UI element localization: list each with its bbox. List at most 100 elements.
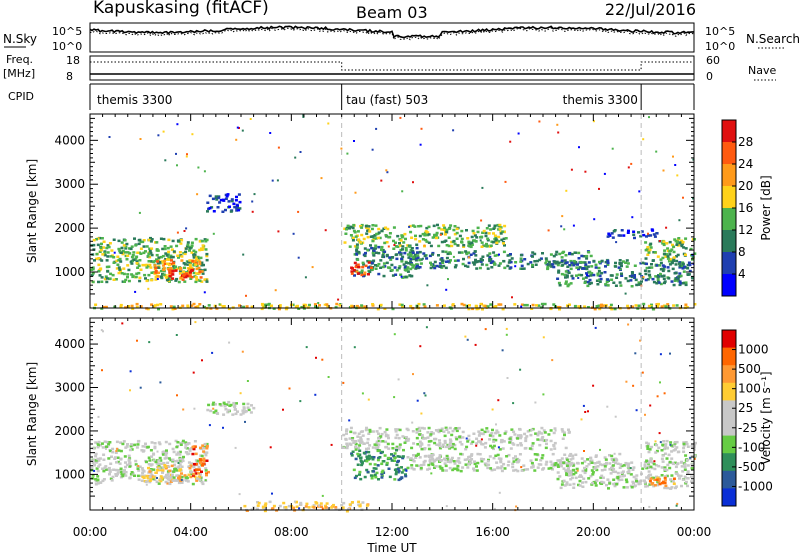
power-panel-cell xyxy=(106,251,110,254)
velocity-panel-cell xyxy=(653,484,657,487)
velocity-panel-cell xyxy=(152,476,156,479)
power-panel-cell xyxy=(409,230,413,234)
velocity-panel-cell xyxy=(663,452,667,455)
velocity-panel-cell xyxy=(105,440,109,444)
velocity-panel-cell xyxy=(559,486,563,490)
power-panel-cell xyxy=(653,251,657,254)
power-panel-cell xyxy=(460,237,464,241)
power-panel-cell xyxy=(250,305,254,309)
velocity-panel-cell xyxy=(477,434,481,437)
power-panel-y-tick-label-3: 4000 xyxy=(54,133,85,147)
velocity-panel-cell xyxy=(325,502,329,505)
power-panel-cell xyxy=(181,304,185,308)
power-panel-cell xyxy=(355,248,359,252)
power-panel-cell xyxy=(556,263,560,267)
velocity-panel-cell xyxy=(138,465,142,468)
power-panel-cell xyxy=(208,194,212,198)
velocity-panel-cell xyxy=(358,444,362,447)
velocity-panel-cell xyxy=(391,447,395,450)
velocity-panel-cell xyxy=(115,474,118,477)
velocity-panel-cell xyxy=(246,402,250,406)
velocity-panel-cell xyxy=(353,346,356,349)
power-panel-cell xyxy=(442,224,446,227)
velocity-panel-cell xyxy=(657,477,661,481)
power-panel-cell xyxy=(577,305,581,308)
power-panel-cell xyxy=(533,252,537,256)
velocity-panel-cell xyxy=(349,443,353,446)
power-panel-cell xyxy=(541,252,544,255)
velocity-panel-cell xyxy=(429,439,433,443)
power-panel-cell xyxy=(146,255,150,258)
power-panel-cell xyxy=(125,242,129,246)
power-panel-cell xyxy=(117,247,121,251)
power-panel-cell xyxy=(164,276,168,279)
velocity-panel-cell xyxy=(519,444,523,447)
velocity-panel-cell xyxy=(531,442,535,445)
power-panel-cell xyxy=(503,266,507,270)
velocity-panel-cell xyxy=(284,508,288,511)
velocity-panel-cell xyxy=(219,404,223,407)
velocity-panel-cell xyxy=(361,392,364,395)
power-panel-cell xyxy=(124,247,128,250)
velocity-panel-cell xyxy=(179,441,183,445)
power-panel-cell xyxy=(162,264,166,267)
velocity-panel-cell xyxy=(416,443,420,446)
velocity-panel-cell xyxy=(352,441,356,444)
power-panel-cell xyxy=(323,303,326,306)
velocity-panel-cell xyxy=(631,480,635,484)
velocity-panel-cell xyxy=(438,446,442,450)
velocity-panel-cell xyxy=(145,460,148,464)
power-panel-cell xyxy=(176,123,179,126)
power-panel-cell xyxy=(384,234,388,237)
velocity-panel-cell xyxy=(467,462,471,465)
velocity-panel-cell xyxy=(584,469,588,473)
velocity-panel-cell xyxy=(365,455,369,458)
velocity-panel-cell xyxy=(627,323,630,326)
power-panel-cell xyxy=(237,208,241,212)
power-panel-cell xyxy=(198,303,202,306)
power-panel-cell xyxy=(157,271,160,274)
power-panel-cell xyxy=(585,272,588,275)
power-panel-cell xyxy=(618,261,622,265)
power-panel-cell xyxy=(525,303,529,307)
velocity-panel-cell xyxy=(166,461,170,465)
velocity-panel-cell xyxy=(436,429,440,433)
power-panel-cell xyxy=(235,206,239,210)
velocity-panel-cell xyxy=(121,442,125,446)
velocity-panel-cell xyxy=(272,504,276,508)
velocity-panel-cell xyxy=(619,463,623,466)
power-panel-cell xyxy=(154,266,158,270)
power-panel-cell xyxy=(467,251,471,254)
velocity-panel-cell xyxy=(233,405,237,408)
power-panel-cell xyxy=(627,166,630,169)
power-panel-cell xyxy=(143,263,147,267)
power-panel-cell xyxy=(440,240,444,244)
velocity-panel-cell xyxy=(614,470,618,474)
velocity-panel-cell xyxy=(122,473,126,476)
velocity-panel-cell xyxy=(397,378,400,381)
cpid-label: CPID xyxy=(8,90,34,103)
station-title: Kapuskasing (fitACF) xyxy=(93,0,269,18)
power-panel-cell xyxy=(127,279,131,283)
power-panel-cell xyxy=(460,241,464,244)
velocity-panel-cell xyxy=(591,471,595,474)
power-panel-cell xyxy=(437,254,440,257)
power-panel-cell xyxy=(375,127,378,130)
velocity-panel-cell xyxy=(466,466,470,469)
power-panel-cell xyxy=(442,264,446,268)
power-colorbar-tick-label-4: 12 xyxy=(738,223,753,237)
velocity-panel-cell xyxy=(208,424,211,427)
velocity-panel-cell xyxy=(508,437,512,440)
power-panel-cell xyxy=(540,302,544,306)
velocity-panel-cell xyxy=(97,465,101,468)
power-panel-cell xyxy=(185,272,189,276)
power-panel-cell xyxy=(186,274,190,278)
date-title: 22/Jul/2016 xyxy=(604,0,696,19)
power-panel-cell xyxy=(361,261,365,265)
power-panel-cell xyxy=(120,241,124,244)
velocity-panel-cell xyxy=(480,460,484,463)
power-panel-cell xyxy=(486,239,490,242)
power-panel-cell xyxy=(668,250,672,253)
velocity-panel-cell xyxy=(471,440,475,444)
power-panel-cell xyxy=(212,210,216,213)
